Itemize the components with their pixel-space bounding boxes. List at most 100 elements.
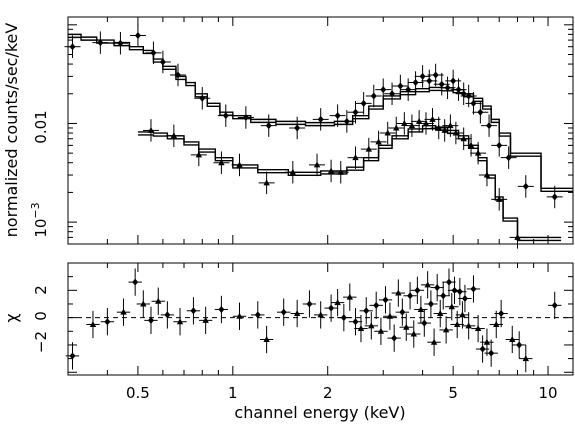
residual-point xyxy=(202,316,209,323)
residual-point xyxy=(334,299,341,306)
residual-point xyxy=(357,325,365,332)
residual-point xyxy=(509,335,516,342)
spectrum-point-1 xyxy=(522,182,529,190)
spectrum-point-2 xyxy=(313,161,321,168)
residual-point xyxy=(516,341,523,349)
spectrum-point-1 xyxy=(465,92,472,100)
x-tick-label-1: 1 xyxy=(228,384,238,402)
spectrum-point-2 xyxy=(327,167,335,174)
residual-point xyxy=(430,338,438,345)
residual-panel: 2 0 −2 χ 0.5 1 2 5 10 channel energy (ke… xyxy=(2,262,574,422)
residual-point xyxy=(190,307,197,315)
residual-point xyxy=(424,281,431,288)
residual-x-ticks xyxy=(67,263,549,375)
spectrum-point-1 xyxy=(477,108,484,116)
residual-point xyxy=(280,308,287,316)
spectrum-point-2 xyxy=(384,129,391,136)
spectrum-point-2 xyxy=(289,168,297,175)
spectrum-point-1 xyxy=(496,141,503,149)
spectrum-point-2 xyxy=(429,115,436,122)
spectrum-point-2 xyxy=(170,132,178,139)
residual-point xyxy=(461,295,468,303)
spectrum-point-1 xyxy=(265,122,272,130)
spectrum-point-1 xyxy=(134,31,141,39)
spectrum-point-1 xyxy=(380,86,387,94)
spectrum-point-1 xyxy=(117,39,124,47)
residual-point xyxy=(317,311,324,318)
spectrum-point-2 xyxy=(263,179,270,186)
residual-point xyxy=(147,316,154,324)
y-axis-label: normalized counts/sec/keV xyxy=(2,23,21,238)
spectrum-point-2 xyxy=(422,119,430,126)
residual-point xyxy=(340,314,347,322)
residual-point xyxy=(373,301,380,309)
spectrum-point-1 xyxy=(389,90,396,98)
residual-point xyxy=(395,289,402,296)
spectrum-point-2 xyxy=(375,138,382,145)
model-curve-1 xyxy=(68,33,573,190)
spectrum-point-2 xyxy=(452,129,460,136)
spectrum-point-1 xyxy=(551,193,558,201)
x-tick-label-5: 5 xyxy=(448,384,458,402)
residual-point xyxy=(368,322,375,329)
spectrum-point-2 xyxy=(337,168,344,175)
residual-y-tick-label-2: 2 xyxy=(32,285,50,295)
spectrum-point-1 xyxy=(334,112,341,120)
spectrum-point-1 xyxy=(317,115,324,123)
residual-point xyxy=(483,338,491,345)
spectrum-point-1 xyxy=(294,124,301,132)
spectrum-point-2 xyxy=(195,151,203,158)
spectrum-point-1 xyxy=(352,108,359,116)
model-curve-2-b xyxy=(137,127,562,242)
spectrum-point-2 xyxy=(435,124,442,131)
spectrum-point-1 xyxy=(159,58,166,66)
spectrum-point-2 xyxy=(514,233,521,240)
y-tick-label-1e-3: 10−3 xyxy=(29,202,50,237)
x-tick-label-10: 10 xyxy=(538,384,557,402)
spectrum-point-1 xyxy=(97,39,104,47)
residual-point xyxy=(382,296,389,304)
residual-point xyxy=(377,327,385,334)
residual-point xyxy=(254,311,261,319)
residual-point xyxy=(474,325,482,332)
spectrum-models xyxy=(68,33,573,242)
spectrum-point-2 xyxy=(393,124,400,131)
spectrum-point-1 xyxy=(412,79,419,87)
spectrum-point-2 xyxy=(147,126,155,133)
residual-point xyxy=(132,278,139,286)
residual-point xyxy=(465,322,472,329)
residual-y-tick-label-neg2: −2 xyxy=(32,331,50,353)
residual-point xyxy=(493,320,500,327)
spectrum-point-1 xyxy=(150,49,157,57)
residual-point xyxy=(451,286,458,294)
spectrum-panel-frame xyxy=(67,16,574,245)
spectrum-point-2 xyxy=(218,159,225,166)
residual-point xyxy=(459,311,466,318)
spectrum-point-2 xyxy=(474,149,482,156)
residual-point xyxy=(346,293,353,300)
residual-point xyxy=(456,288,463,296)
spectrum-point-1 xyxy=(397,82,404,90)
residual-point xyxy=(69,352,76,360)
spectrum-point-1 xyxy=(444,84,451,92)
residual-point xyxy=(164,311,171,319)
spectrum-point-1 xyxy=(419,72,426,80)
residual-point xyxy=(440,292,447,300)
residual-point xyxy=(434,284,441,292)
residual-point xyxy=(89,320,97,327)
spectrum-point-1 xyxy=(505,154,512,162)
y-tick-label-0.01: 0.01 xyxy=(32,110,50,143)
spectrum-point-2 xyxy=(365,145,372,152)
spectrum-point-1 xyxy=(450,77,457,85)
spectrum-point-2 xyxy=(460,135,467,142)
spectrum-point-1 xyxy=(426,77,433,85)
residual-point xyxy=(293,310,301,317)
residual-point xyxy=(155,297,162,304)
spectrum-point-2 xyxy=(408,122,416,129)
residual-panel-frame xyxy=(67,262,574,376)
residual-point xyxy=(417,305,425,312)
residual-point xyxy=(236,312,243,319)
y-tick-label-base: 10 xyxy=(32,219,50,238)
residual-point xyxy=(498,310,505,318)
residual-point xyxy=(453,320,461,327)
